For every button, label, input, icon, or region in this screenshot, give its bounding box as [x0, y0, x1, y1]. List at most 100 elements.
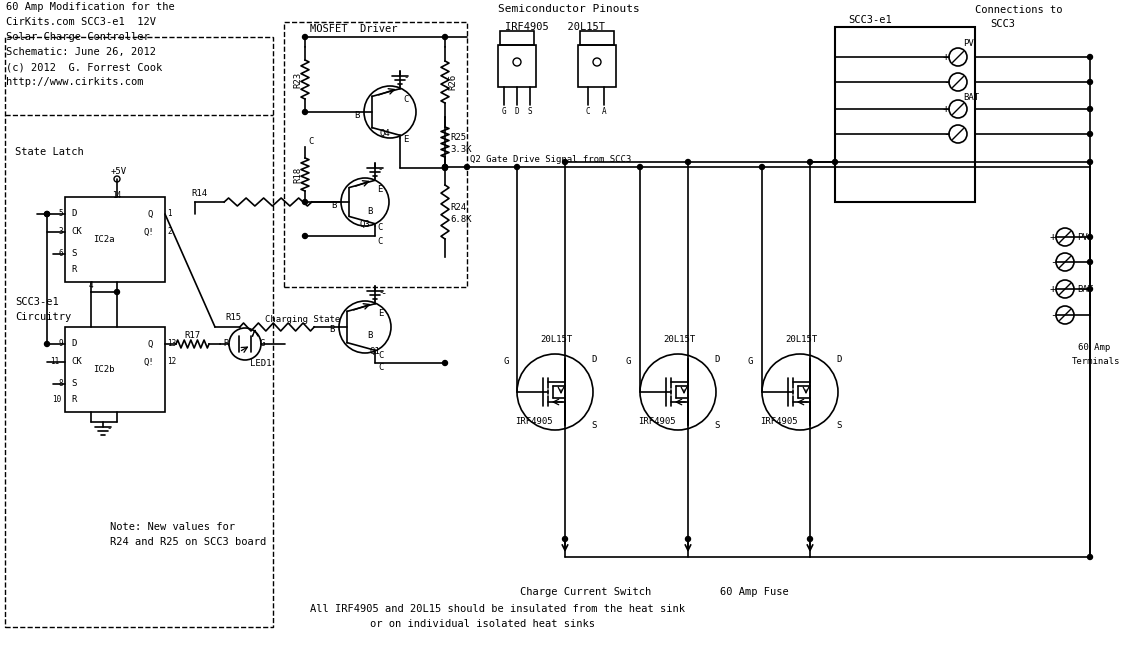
- Text: -: -: [378, 288, 384, 298]
- Circle shape: [1088, 106, 1092, 112]
- Text: E: E: [378, 185, 383, 194]
- Text: Connections to: Connections to: [975, 5, 1063, 15]
- Circle shape: [465, 164, 469, 170]
- Bar: [580, 31, 614, 45]
- Text: or on individual isolated heat sinks: or on individual isolated heat sinks: [370, 619, 595, 629]
- Text: 20L15T: 20L15T: [663, 334, 695, 344]
- Circle shape: [44, 342, 49, 346]
- Text: Note: New values for: Note: New values for: [110, 522, 235, 532]
- Text: State Latch: State Latch: [15, 147, 84, 157]
- Text: D: D: [836, 355, 842, 363]
- Text: E: E: [403, 135, 409, 145]
- Text: 4: 4: [89, 281, 93, 290]
- Circle shape: [442, 164, 448, 170]
- Text: CK: CK: [71, 227, 82, 237]
- Text: PV: PV: [1077, 233, 1088, 242]
- Circle shape: [442, 35, 448, 39]
- Text: 13: 13: [167, 340, 177, 348]
- Text: B: B: [354, 110, 360, 120]
- Text: B: B: [367, 330, 372, 340]
- Bar: [65, 327, 165, 412]
- Text: S: S: [527, 106, 532, 116]
- Text: IC2b: IC2b: [93, 365, 115, 374]
- Text: LED1: LED1: [249, 359, 271, 369]
- Text: 3: 3: [58, 227, 63, 237]
- Text: C: C: [378, 350, 384, 359]
- Text: S: S: [714, 420, 720, 430]
- Text: Q3: Q3: [360, 219, 371, 229]
- Text: S: S: [836, 420, 842, 430]
- Bar: [577, 45, 616, 87]
- Text: 12: 12: [167, 357, 177, 367]
- Text: Q!: Q!: [144, 357, 154, 367]
- Text: C: C: [378, 237, 383, 246]
- Text: 2: 2: [167, 227, 172, 237]
- Text: IRF4905   20L15T: IRF4905 20L15T: [505, 22, 605, 32]
- Text: Q4: Q4: [380, 129, 391, 137]
- Circle shape: [1088, 55, 1092, 60]
- Text: R17: R17: [183, 330, 200, 340]
- Circle shape: [760, 164, 764, 170]
- Text: S: S: [71, 250, 76, 258]
- Circle shape: [808, 160, 812, 164]
- Text: R18: R18: [293, 167, 302, 183]
- Text: G: G: [501, 106, 507, 116]
- Circle shape: [442, 166, 448, 171]
- Circle shape: [303, 200, 308, 204]
- Text: Solar Charge Controller: Solar Charge Controller: [6, 32, 149, 42]
- Circle shape: [563, 537, 567, 541]
- Text: D: D: [714, 355, 720, 363]
- Text: 20L15T: 20L15T: [785, 334, 818, 344]
- Text: -: -: [1050, 310, 1056, 320]
- Text: 60 Amp: 60 Amp: [1077, 342, 1111, 351]
- Text: http://www.cirkits.com: http://www.cirkits.com: [6, 77, 144, 87]
- Text: -: -: [106, 424, 112, 434]
- Text: 10: 10: [51, 396, 62, 405]
- Text: Circuitry: Circuitry: [15, 312, 72, 322]
- Text: A: A: [601, 106, 606, 116]
- Bar: [835, 27, 975, 202]
- Text: Q: Q: [147, 210, 153, 219]
- Text: CirKits.com SCC3-e1  12V: CirKits.com SCC3-e1 12V: [6, 17, 156, 27]
- Circle shape: [115, 290, 120, 294]
- Circle shape: [1088, 286, 1092, 292]
- Text: -: -: [378, 166, 383, 175]
- Bar: [500, 31, 534, 45]
- Text: R24: R24: [450, 202, 466, 212]
- Text: +: +: [1050, 284, 1056, 294]
- Text: -: -: [1050, 257, 1056, 267]
- Circle shape: [686, 537, 690, 541]
- Circle shape: [638, 164, 642, 170]
- Circle shape: [686, 160, 690, 164]
- Text: B: B: [331, 200, 336, 210]
- Text: S: S: [71, 380, 76, 388]
- Text: -: -: [403, 74, 409, 83]
- Text: C: C: [378, 223, 383, 233]
- Text: SCC3-e1: SCC3-e1: [15, 297, 59, 307]
- Text: IRF4905: IRF4905: [638, 417, 675, 426]
- Circle shape: [1088, 260, 1092, 265]
- Text: 60 Amp Fuse: 60 Amp Fuse: [720, 587, 788, 597]
- Text: -: -: [943, 77, 949, 87]
- Text: R23: R23: [293, 72, 302, 88]
- Text: C: C: [378, 363, 384, 371]
- Circle shape: [442, 361, 448, 365]
- Text: E: E: [378, 309, 384, 319]
- Bar: [498, 45, 536, 87]
- Text: D: D: [71, 340, 76, 348]
- Text: 60 Amp Modification for the: 60 Amp Modification for the: [6, 2, 174, 12]
- Text: R14: R14: [191, 189, 207, 198]
- Text: Q2 Gate Drive Signal from SCC3: Q2 Gate Drive Signal from SCC3: [470, 154, 631, 164]
- Text: 11: 11: [50, 357, 59, 367]
- Text: IC2a: IC2a: [93, 235, 115, 244]
- Text: 20L15T: 20L15T: [540, 334, 572, 344]
- Text: PV: PV: [962, 39, 974, 47]
- Text: D: D: [591, 355, 597, 363]
- Text: D: D: [515, 106, 519, 116]
- Circle shape: [833, 160, 837, 164]
- Text: B: B: [329, 325, 335, 334]
- Text: Q!: Q!: [144, 227, 154, 237]
- Text: R: R: [71, 396, 76, 405]
- Text: CK: CK: [71, 357, 82, 367]
- Text: S: S: [591, 420, 597, 430]
